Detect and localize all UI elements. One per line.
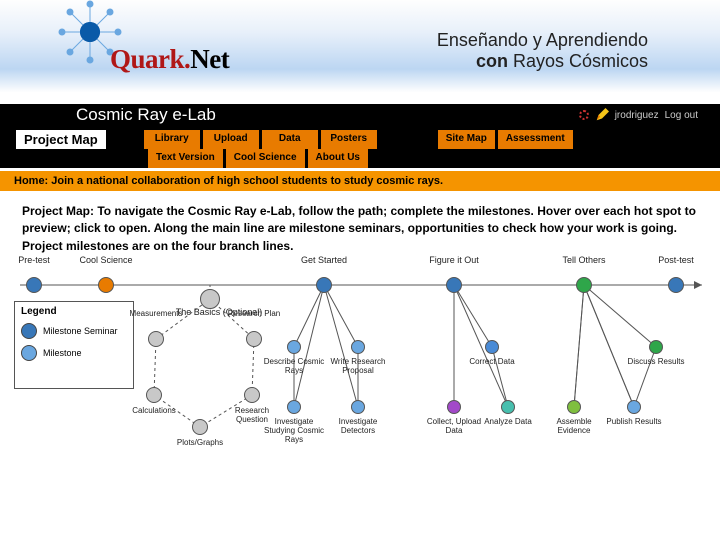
tab-library[interactable]: Library xyxy=(144,130,200,149)
user-box: jrodriguez Log out xyxy=(579,108,698,122)
legend-dot-seminar xyxy=(21,323,37,339)
intro-paragraph: Project Map: To navigate the Cosmic Ray … xyxy=(22,204,696,253)
map-node-label: Discuss Results xyxy=(624,357,688,366)
map-node[interactable] xyxy=(501,400,515,414)
map-node[interactable] xyxy=(98,277,114,293)
map-node[interactable] xyxy=(668,277,684,293)
map-node xyxy=(192,419,208,435)
map-node[interactable] xyxy=(287,400,301,414)
project-map-label: Project Map xyxy=(16,130,106,149)
tagline-bold: con xyxy=(476,51,508,71)
map-node xyxy=(148,331,164,347)
brand-part2: Net xyxy=(190,44,229,74)
map-node-label: Tell Others xyxy=(552,255,616,265)
project-map-diagram: Legend Milestone Seminar Milestone Pre-t… xyxy=(14,267,706,491)
legend-label-milestone: Milestone xyxy=(43,348,82,358)
map-node-label: Measurements xyxy=(124,309,188,318)
map-node-label: Correct Data xyxy=(460,357,524,366)
map-node[interactable] xyxy=(287,340,301,354)
legend-title: Legend xyxy=(21,306,127,317)
legend-label-seminar: Milestone Seminar xyxy=(43,326,118,336)
legend-box: Legend Milestone Seminar Milestone xyxy=(14,301,134,389)
map-node-label: Investigate Detectors xyxy=(326,417,390,435)
legend-row-seminar: Milestone Seminar xyxy=(21,323,127,339)
map-node-label: Pre-test xyxy=(2,255,66,265)
map-node[interactable] xyxy=(485,340,499,354)
map-node-label: Get Started xyxy=(292,255,356,265)
tab-about-us[interactable]: About Us xyxy=(308,149,368,168)
intro-text: Project Map: To navigate the Cosmic Ray … xyxy=(0,191,720,263)
map-node xyxy=(200,289,220,309)
map-node[interactable] xyxy=(351,400,365,414)
legend-row-milestone: Milestone xyxy=(21,345,127,361)
map-node[interactable] xyxy=(447,400,461,414)
map-node[interactable] xyxy=(567,400,581,414)
tab-cool-science[interactable]: Cool Science xyxy=(226,149,305,168)
tab-sitemap[interactable]: Site Map xyxy=(438,130,495,149)
gear-icon[interactable] xyxy=(579,110,589,120)
map-node-label: Cool Science xyxy=(74,255,138,265)
logout-link[interactable]: Log out xyxy=(665,110,698,121)
tab-row-secondary: Text Version Cool Science About Us xyxy=(0,149,720,168)
map-node[interactable] xyxy=(446,277,462,293)
map-node-label: Post-test xyxy=(644,255,708,265)
legend-dot-milestone xyxy=(21,345,37,361)
brand-part1: Quark xyxy=(110,44,184,74)
map-node[interactable] xyxy=(649,340,663,354)
map-node[interactable] xyxy=(316,277,332,293)
quarknet-banner: Quark.Net Enseñando y Aprendiendo con Ra… xyxy=(0,0,720,92)
map-node xyxy=(146,387,162,403)
home-strip: Home: Join a national collaboration of h… xyxy=(0,171,720,191)
map-node xyxy=(244,387,260,403)
map-node-label: Analyze Data xyxy=(476,417,540,426)
tab-row-primary: Project Map Library Upload Data Posters … xyxy=(0,130,720,149)
map-node-label: Research Plan xyxy=(222,309,286,318)
map-node[interactable] xyxy=(351,340,365,354)
tab-data[interactable]: Data xyxy=(262,130,318,149)
tab-upload[interactable]: Upload xyxy=(203,130,259,149)
map-node-label: Publish Results xyxy=(602,417,666,426)
map-node-label: Plots/Graphs xyxy=(168,438,232,447)
map-node-label: Assemble Evidence xyxy=(542,417,606,435)
map-node-label: Write Research Proposal xyxy=(326,357,390,375)
map-node[interactable] xyxy=(26,277,42,293)
brand-wordmark: Quark.Net xyxy=(110,44,229,75)
map-node[interactable] xyxy=(627,400,641,414)
map-node-label: Investigate Studying Cosmic Rays xyxy=(262,417,326,444)
tagline-rest: Rayos Cósmicos xyxy=(508,51,648,71)
map-node-label: Calculations xyxy=(122,406,186,415)
username[interactable]: jrodriguez xyxy=(615,110,659,121)
tagline-line1: Enseñando y Aprendiendo xyxy=(437,30,648,50)
map-node-label: Describe Cosmic Rays xyxy=(262,357,326,375)
tab-assessment[interactable]: Assessment xyxy=(498,130,573,149)
map-node xyxy=(246,331,262,347)
pencil-icon[interactable] xyxy=(595,108,609,122)
tab-posters[interactable]: Posters xyxy=(321,130,377,149)
project-map-tab[interactable]: Project Map xyxy=(16,130,106,149)
map-node-label: Figure it Out xyxy=(422,255,486,265)
map-node[interactable] xyxy=(576,277,592,293)
tab-text-version[interactable]: Text Version xyxy=(148,149,223,168)
elab-header: Cosmic Ray e-Lab jrodriguez Log out xyxy=(0,104,720,130)
banner-tagline: Enseñando y Aprendiendo con Rayos Cósmic… xyxy=(437,30,648,72)
elab-title: Cosmic Ray e-Lab xyxy=(76,105,216,125)
